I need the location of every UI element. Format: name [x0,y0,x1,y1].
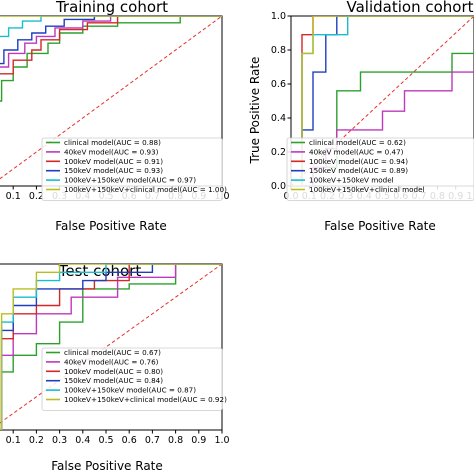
validation-ytick-label: 0.8 [271,45,286,56]
test-legend-label-3: 150keV model(AUC = 0.84) [64,376,163,385]
test-legend-box [41,347,223,411]
test-roc-curve-1 [0,264,222,430]
test-xtick-label: 0.4 [75,435,90,446]
validation-legend-label-0: clinical model(AUC = 0.62) [309,138,406,147]
test-legend-label-5: 100keV+150keV+clinical model(AUC = 0.92) [64,395,227,404]
test-xtick-label: 0.6 [122,435,137,446]
test-roc-curve-2 [0,264,222,430]
test-roc-curve-5 [0,264,222,430]
validation-legend-box [286,137,474,201]
validation-legend-label-4: 100keV+150keV model [309,176,394,185]
test-xtick-label: 0.3 [52,435,67,446]
validation-cohort-title: Validation cohort [347,0,474,16]
validation-ytick-label: 0.0 [271,181,286,192]
test-xtick-label: 0.8 [168,435,183,446]
test-roc-curve-3 [0,264,222,430]
test-xtick-label: 0.9 [191,435,206,446]
training-legend-label-5: 100keV+150keV+clinical model(AUC = 1.00) [64,185,227,194]
validation-roc-curve-5 [291,16,474,186]
test-series-group [0,264,222,430]
test-cohort-panel: Test cohort 0.1 0.2 0.3 0.4 0.5 0.6 0.7 0.8 0.9 1… [0,262,230,473]
training-cohort-title: Training cohort [55,0,168,16]
validation-plot-area: 0.00.10.20.30.40.50.60.70.80.91.00.00.20… [271,11,474,202]
test-legend-label-0: clinical model(AUC = 0.67) [64,348,161,357]
training-roc-curve-4 [0,16,222,38]
training-legend-label-2: 100keV model(AUC = 0.91) [64,157,163,166]
test-legend-label-1: 40keV model(AUC = 0.76) [64,357,159,366]
training-xlabel: False Positive Rate [55,219,167,233]
test-xlabel: False Positive Rate [51,459,163,473]
validation-xlabel: False Positive Rate [324,219,436,233]
test-xtick-label: 0.1 [6,435,21,446]
training-series-group [0,16,222,180]
training-xtick-label: 0.2 [29,191,44,202]
test-plot-area: 0.1 0.2 0.3 0.4 0.5 0.6 0.7 0.8 0.9 1.0 clinical m… [0,263,230,446]
test-xtick-label: 0.5 [98,435,113,446]
training-legend-label-4: 100keV+150keV model(AUC = 0.97) [64,176,196,185]
training-roc-curve-1 [0,16,222,68]
training-legend: clinical model(AUC = 0.88)40keV model(AU… [41,137,227,201]
validation-ytick-label: 0.2 [271,147,286,158]
validation-ytick-label: 0.4 [271,113,286,124]
validation-legend: clinical model(AUC = 0.62)40keV model(AU… [286,137,474,201]
test-xtick-label: 1.0 [214,435,229,446]
training-cohort-panel: Training cohort 0.10.20.30.40.50.60.70.8… [0,0,230,233]
test-legend-label-2: 100keV model(AUC = 0.80) [64,367,163,376]
test-legend-label-4: 100keV+150keV model(AUC = 0.87) [64,386,196,395]
validation-legend-label-5: 100keV+150keV+clinical model [309,185,425,194]
validation-ylabel: True Positive Rate [248,57,262,165]
test-xtick-label: 0.2 [29,435,44,446]
training-legend-label-1: 40keV model(AUC = 0.93) [64,147,159,156]
training-legend-label-3: 150keV model(AUC = 0.93) [64,166,163,175]
training-legend-label-0: clinical model(AUC = 0.88) [64,138,161,147]
validation-ytick-label: 0.6 [271,79,286,90]
validation-cohort-panel: Validation cohort 0.00.10.20.30.40.50.60… [248,0,474,233]
training-roc-curve-3 [0,16,222,65]
validation-legend-label-1: 40keV model(AUC = 0.47) [309,147,404,156]
test-xtick-label: 0.7 [145,435,160,446]
test-roc-curve-0 [0,264,222,430]
test-cohort-title: Test cohort [58,262,142,280]
training-xtick-label: 0.1 [6,191,21,202]
validation-legend-label-3: 150keV model(AUC = 0.89) [309,166,408,175]
training-roc-curve-2 [0,16,222,89]
validation-legend-label-2: 100keV model(AUC = 0.94) [309,157,408,166]
validation-ytick-label: 1.0 [271,11,286,22]
training-legend-box [41,137,223,201]
test-legend: clinical model(AUC = 0.67)40keV model(AU… [41,347,227,411]
